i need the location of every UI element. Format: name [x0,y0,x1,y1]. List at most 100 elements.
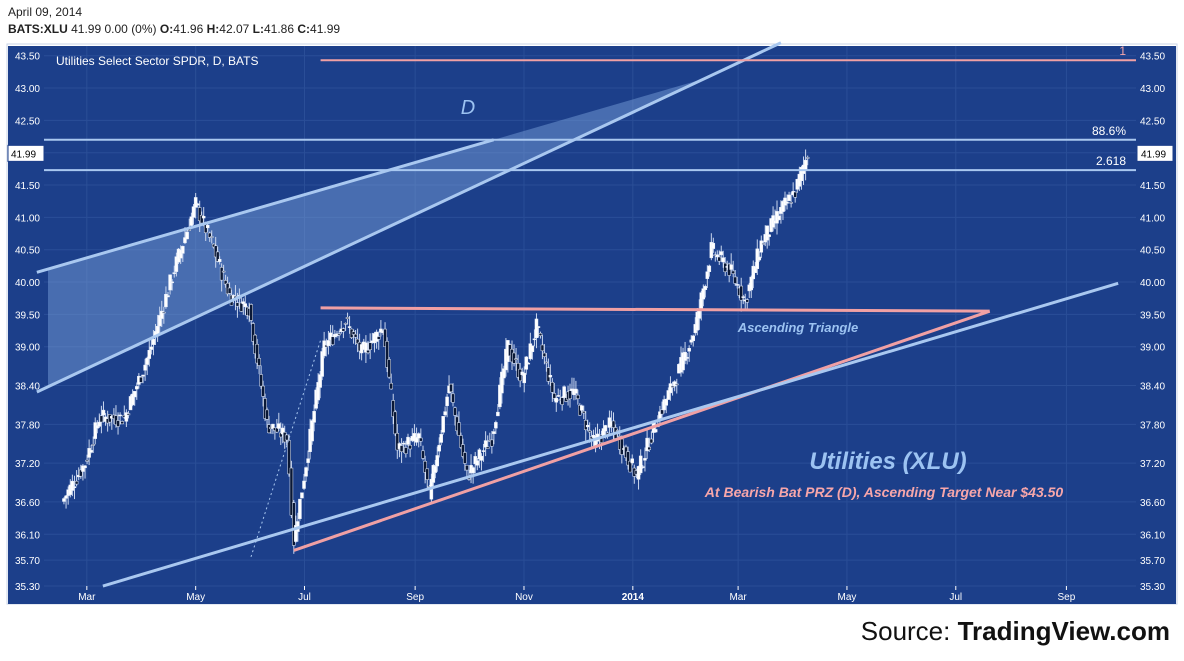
candle-body [97,421,102,427]
candle-body [343,323,348,325]
candle-body [389,382,393,390]
candle-body [326,340,331,346]
candle-body [530,345,535,353]
candle-body [453,407,457,416]
last-price-tag-left-text: 41.99 [11,149,36,160]
candle-body [496,411,500,417]
candle-body [536,326,541,328]
candle-body [183,237,187,244]
candle-body [178,249,183,259]
candle-body [626,451,630,466]
high-value: 42.07 [219,22,250,36]
candle-body [174,256,179,272]
candle-body [691,335,695,342]
y-tick-label-left: 36.60 [15,498,40,509]
candle-body [145,357,149,365]
candle-body [705,271,710,279]
source-credit: Source: TradingView.com [861,616,1170,647]
candle-body [653,429,658,433]
candle-body [641,466,645,468]
candle-body [239,302,244,312]
candle-body [548,375,553,378]
candle-body [364,342,368,353]
x-tick-label: Sep [406,592,424,603]
close-label: C: [297,22,311,36]
candle-body [287,440,291,475]
candle-body [803,159,808,170]
candle-body [799,167,804,181]
y-tick-label-left: 37.20 [15,459,40,470]
candle-body [785,201,789,204]
candle-body [717,256,722,262]
candle-body [376,336,381,340]
open-value: 41.96 [173,22,204,36]
trendline-ascending-triangle-resistance [320,306,990,313]
candle-body [120,421,124,425]
candle-body [318,374,322,388]
candle-body [647,446,651,450]
y-tick-label-left: 43.00 [15,84,40,95]
last-price-tag-left [7,144,45,162]
trendline-ascending-triangle-support [293,309,991,552]
candle-body [191,206,196,218]
candle-body [83,465,87,469]
candle-body [546,367,551,382]
candle-body [251,323,255,342]
x-tick-label: Sep [1058,592,1076,603]
candle-body [449,383,453,393]
candle-body [711,242,716,249]
candle-body [217,258,222,262]
candle-body [500,371,504,394]
candle-body [93,422,97,439]
candle-body [707,265,712,272]
x-tick-label: Nov [515,592,533,603]
candle-body [735,284,739,286]
candle-body [300,492,304,499]
candle-body [789,202,793,204]
candle-body [353,333,358,338]
quote-bar: BATS:XLU 41.99 0.00 (0%) O:41.96 H:42.07… [8,22,340,36]
candle-body [585,424,590,428]
candle-body [465,464,469,471]
candle-body [494,422,498,429]
candle-body [221,270,226,273]
candle-body [366,349,370,353]
candle-body [477,449,482,460]
candle-body [560,397,564,405]
candle-body [209,236,214,238]
candle-body [347,326,352,328]
candle-body [385,341,389,368]
candle-body [64,495,68,499]
y-tick-label-left: 42.50 [15,116,40,127]
candle-body [302,480,306,489]
x-tick-label: Jul [949,592,962,603]
candle-body [753,266,758,273]
candle-body [485,446,490,449]
candle-body [160,310,164,319]
source-prefix: Source: [860,616,958,646]
candle-body [195,203,200,206]
y-tick-label-left: 41.00 [15,213,40,224]
candle-body [306,458,310,463]
candle-body [151,338,156,345]
x-tick-label: May [837,592,856,603]
candle-body [439,434,443,443]
y-tick-label-right: 35.70 [1140,556,1165,567]
candle-body [805,157,810,159]
price-change: 0.00 (0%) [104,22,157,36]
candle-body [185,231,189,240]
candle-body [227,287,232,294]
last-price-tag-text: 41.99 [1141,149,1166,160]
candle-body [512,352,516,364]
candle-body [406,436,410,445]
candle-body [304,467,308,477]
y-tick-label-right: 38.40 [1140,382,1165,393]
candle-body [664,398,668,406]
y-tick-label-left: 39.50 [15,310,40,321]
candle-body [731,270,735,274]
source-brand: TradingView.com [957,616,1170,646]
candle-body [695,311,700,331]
y-tick-label-left: 39.00 [15,343,40,354]
candle-body [479,455,484,461]
